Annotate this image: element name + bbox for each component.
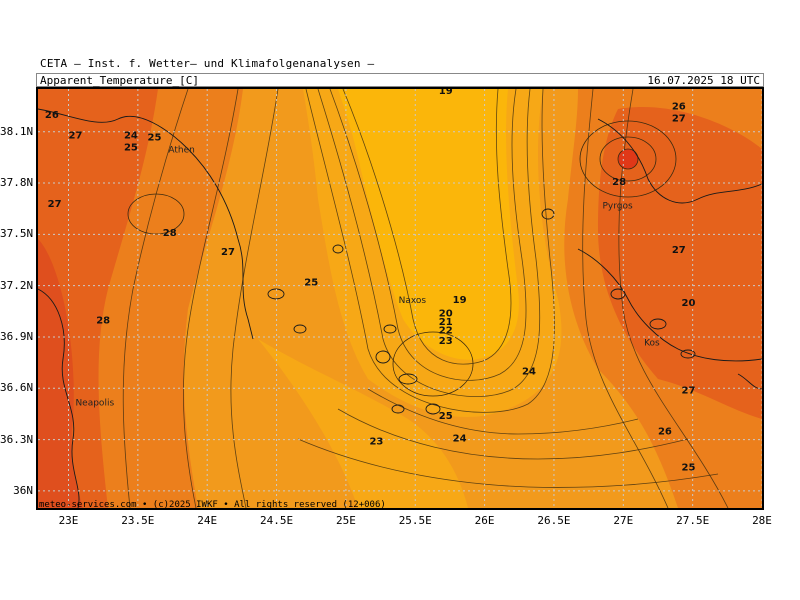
latitude-tick-label: 36.9N — [0, 329, 34, 343]
coast-1 — [38, 288, 80, 508]
latitude-tick-label: 37.2N — [0, 278, 34, 292]
island-3 — [398, 373, 418, 385]
place-label: Chios — [512, 89, 537, 92]
island-7 — [610, 288, 626, 300]
longitude-tick-label: 23E — [58, 514, 79, 527]
isoline-ring-east-1 — [599, 136, 657, 182]
isoline-10 — [337, 408, 689, 460]
contour-label: 20 — [682, 298, 696, 309]
island-11 — [425, 403, 441, 415]
isoline-ring-south — [392, 331, 474, 397]
contour-label: 26 — [45, 110, 59, 121]
valid-time: 16.07.2025 18 UTC — [647, 74, 760, 87]
copyright-notice: meteo-services.com • (c)2025 IWKF • All … — [39, 500, 386, 510]
longitude-tick-label: 24.5E — [259, 514, 294, 527]
longitude-tick-label: 27.5E — [676, 514, 710, 527]
contour-label: 25 — [304, 278, 318, 289]
island-9 — [680, 349, 696, 359]
isoline-4 — [183, 89, 239, 508]
contour-label: 28 — [163, 228, 177, 239]
isoline-11 — [297, 438, 719, 488]
contour-label: 25 — [124, 143, 138, 154]
band-hottest-west — [38, 239, 83, 508]
contour-label: 19 — [453, 295, 467, 306]
place-label: Kos — [644, 339, 660, 349]
parameter-title: Apparent_Temperature_[C] — [40, 74, 199, 87]
isoline-3 — [305, 89, 555, 413]
place-label: Neapolis — [75, 398, 114, 408]
contour-label: 27 — [682, 385, 696, 396]
contour-label: 25 — [439, 411, 453, 422]
band-cool-central — [338, 89, 519, 360]
longitude-tick-label: 23.5E — [121, 514, 155, 527]
longitude-tick-label: 26.5E — [537, 514, 571, 527]
title-bar: Apparent_Temperature_[C] 16.07.2025 18 U… — [36, 73, 764, 87]
isoline-ring-east-2 — [579, 120, 677, 198]
contour-label: 19 — [439, 89, 453, 97]
isoline-2 — [317, 89, 541, 397]
contour-label: 27 — [48, 199, 62, 210]
contour-label: 26 — [672, 102, 686, 113]
place-names: Chios Athen Pyrgos Naxos Kos Neapolis — [75, 89, 660, 408]
isoline-ring-west-1 — [127, 193, 185, 235]
band-hotter-east — [598, 107, 762, 419]
contour-label: 26 — [658, 426, 672, 437]
contour-label: 25 — [682, 462, 696, 473]
isoline-7 — [582, 89, 669, 508]
contour-label: 24 — [522, 367, 536, 378]
longitude-tick-label: 24E — [197, 514, 218, 527]
isoline-1 — [329, 89, 527, 381]
longitude-tick-label: 25.5E — [398, 514, 432, 527]
coast-0 — [38, 108, 254, 340]
place-label: Pyrgos — [602, 202, 633, 212]
contour-label: 27 — [672, 245, 686, 256]
contour-label: 22 — [439, 326, 453, 337]
longitude-tick-label: 26E — [474, 514, 495, 527]
contour-label: 24 — [453, 433, 467, 444]
contour-label: 27 — [672, 113, 686, 124]
latitude-tick-label: 36N — [13, 483, 33, 497]
contour-label: 20 — [439, 308, 453, 319]
longitude-tick-label: 27E — [613, 514, 634, 527]
contour-label: 28 — [612, 177, 626, 188]
island-1 — [293, 324, 307, 334]
place-label: Athen — [168, 145, 194, 155]
isoline-0 — [342, 89, 512, 365]
coast-2 — [597, 118, 762, 204]
longitude-tick-label: 28E — [752, 514, 772, 527]
contour-label: 24 — [124, 131, 138, 142]
contour-label: 23 — [369, 437, 383, 448]
island-5 — [383, 324, 397, 334]
contour-label: 25 — [148, 132, 162, 143]
latitude-tick-label: 38.1N — [0, 124, 34, 138]
island-2 — [375, 350, 391, 364]
isoline-5 — [230, 89, 279, 508]
place-label: Naxos — [399, 296, 427, 306]
longitude-tick-label: 25E — [335, 514, 356, 527]
graticule — [38, 89, 762, 508]
contour-label: 28 — [96, 315, 110, 326]
latitude-tick-label: 37.8N — [0, 176, 34, 190]
contour-label: 27 — [221, 247, 235, 258]
island-10 — [391, 404, 405, 414]
island-0 — [267, 288, 285, 300]
map-panel: 26 27 24 25 25 27 28 27 28 25 19 19 20 21 22 23 24 25 24 23… — [36, 87, 764, 510]
coast-3 — [577, 248, 762, 362]
latitude-tick-label: 36.3N — [0, 432, 34, 446]
contour-label: 21 — [439, 317, 453, 328]
latitude-tick-label: 36.6N — [0, 381, 34, 395]
institute-header: CETA — Inst. f. Wetter— und Klimafolgena… — [40, 57, 375, 70]
isoline-6 — [122, 89, 189, 508]
isoline-9 — [367, 388, 639, 435]
island-4 — [332, 244, 344, 254]
latitude-tick-label: 37.5N — [0, 227, 34, 241]
island-8 — [649, 318, 667, 330]
contour-label: 27 — [68, 131, 82, 142]
contour-label: 23 — [439, 336, 453, 347]
